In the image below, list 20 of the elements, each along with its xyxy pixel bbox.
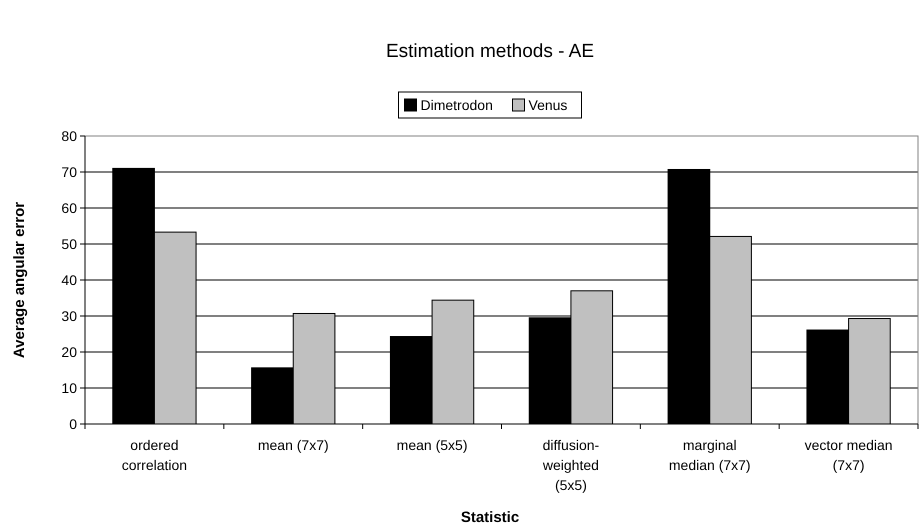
legend-label: Dimetrodon [420, 96, 493, 113]
y-tick-label: 60 [61, 200, 78, 216]
legend-label: Venus [528, 96, 568, 113]
x-tick-label: diffusion-weighted (5x5) [542, 437, 600, 493]
y-tick-label: 80 [61, 128, 78, 144]
x-tick-label: mean (7x7) [258, 437, 329, 453]
y-axis-title: Average angular error [11, 202, 28, 358]
y-tick-label: 40 [61, 272, 78, 288]
y-tick-label: 30 [61, 308, 78, 324]
y-tick-label: 20 [61, 344, 78, 360]
chart-title: Estimation methods - AE [386, 41, 594, 62]
x-tick-label: vector median (7x7) [804, 437, 893, 473]
x-axis-title: Statistic [460, 509, 520, 526]
x-tick-label: ordered correlation [122, 437, 188, 473]
x-tick-label: mean (5x5) [396, 437, 468, 453]
x-tick-label: marginal median (7x7) [668, 437, 751, 473]
y-tick-label: 0 [69, 416, 78, 432]
y-tick-label: 10 [61, 380, 78, 396]
y-tick-label: 50 [61, 236, 78, 252]
y-tick-label: 70 [61, 164, 78, 180]
